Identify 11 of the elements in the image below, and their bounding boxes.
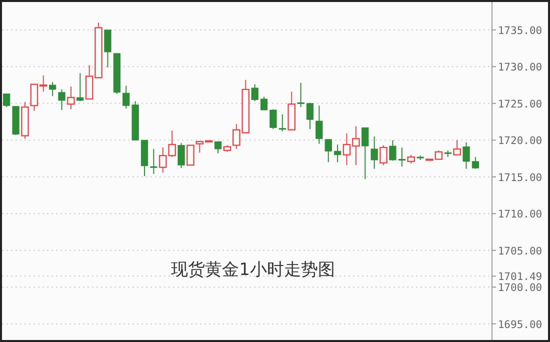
y-tick-label: 1715.00	[498, 172, 542, 184]
y-tick-label: 1700.00	[498, 282, 542, 294]
y-tick-label: 1735.00	[498, 24, 542, 37]
y-tick-label: 1720.00	[498, 135, 542, 148]
y-tick-label: 1705.00	[498, 245, 542, 258]
y-tick-label: 1730.00	[498, 62, 542, 74]
y-tick-label: 1725.00	[498, 98, 542, 110]
y-tick-label: 1701.49	[498, 271, 542, 284]
y-tick-label: 1695.00	[498, 318, 542, 331]
y-tick-label: 1710.00	[498, 208, 542, 221]
text: 现货黄金1小时走势图	[171, 260, 335, 280]
